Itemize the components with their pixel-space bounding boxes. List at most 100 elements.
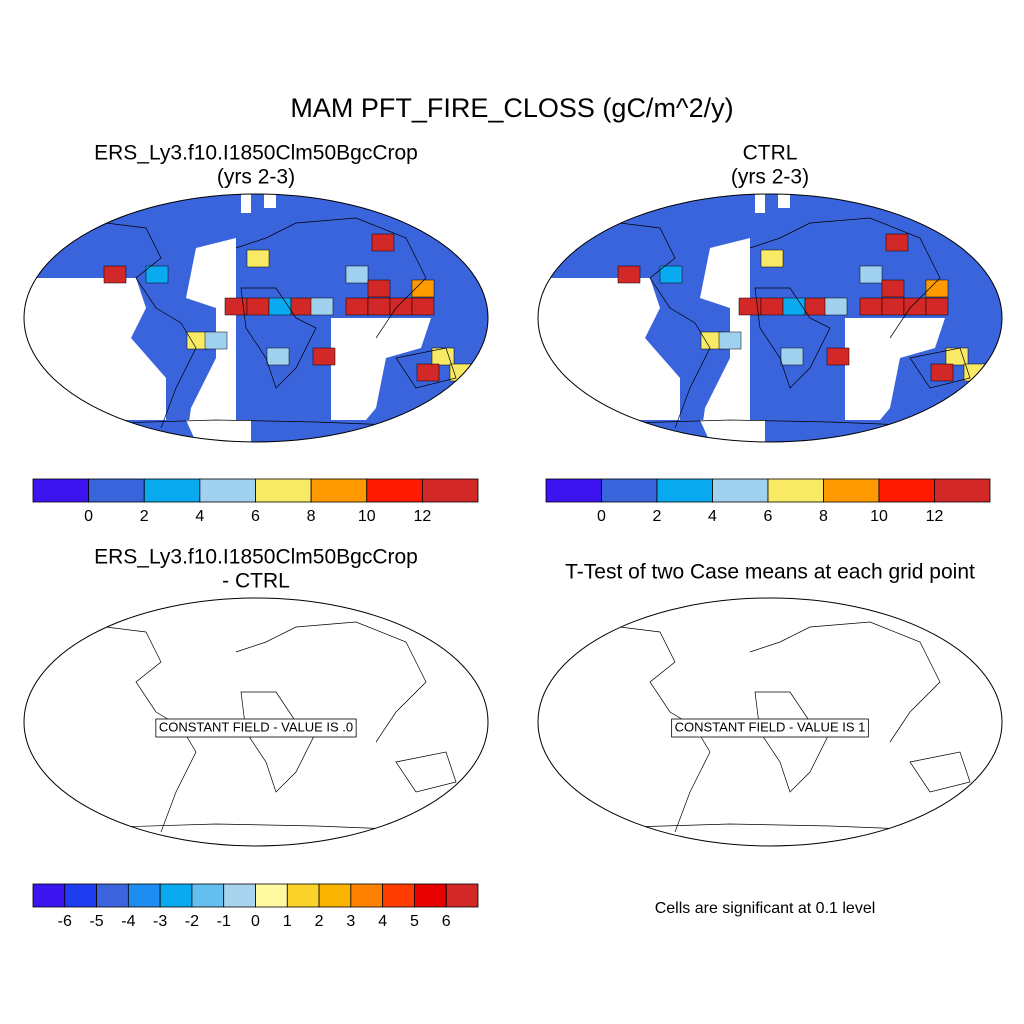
cell bbox=[246, 249, 270, 268]
cell bbox=[268, 297, 292, 316]
cell bbox=[411, 297, 435, 316]
cell bbox=[266, 347, 290, 366]
coastline bbox=[240, 691, 317, 793]
ocean bbox=[241, 194, 251, 213]
cell bbox=[760, 297, 784, 316]
cell bbox=[416, 363, 440, 382]
cell bbox=[925, 279, 949, 298]
colorbar-box bbox=[255, 478, 312, 503]
cell bbox=[312, 347, 336, 366]
cell bbox=[945, 347, 969, 366]
colorbar-box bbox=[191, 883, 225, 908]
colorbar-label: -4 bbox=[121, 913, 135, 930]
coastline bbox=[105, 626, 197, 833]
cell bbox=[431, 347, 455, 366]
colorbar-label: 12 bbox=[926, 508, 944, 525]
panel-title: ERS_Ly3.f10.I1850Clm50BgcCrop bbox=[94, 142, 418, 165]
ocean bbox=[845, 318, 945, 420]
cell bbox=[859, 265, 883, 284]
colorbar-box bbox=[32, 478, 90, 503]
coastline bbox=[629, 823, 931, 831]
cell bbox=[290, 297, 314, 316]
panel-title: (yrs 2-3) bbox=[217, 166, 295, 189]
colorbar-label: 4 bbox=[378, 913, 387, 930]
colorbar-label: 2 bbox=[653, 508, 662, 525]
colorbar-box bbox=[159, 883, 193, 908]
cell bbox=[145, 265, 169, 284]
map-outline bbox=[23, 597, 489, 847]
cell bbox=[826, 347, 850, 366]
coastline bbox=[115, 823, 417, 831]
note-box bbox=[155, 718, 357, 738]
cell bbox=[538, 381, 557, 400]
cell bbox=[885, 233, 909, 252]
coastline bbox=[619, 222, 711, 429]
coastline bbox=[235, 621, 427, 743]
colorbar-label: 5 bbox=[410, 913, 419, 930]
cell bbox=[371, 233, 395, 252]
colorbar-box bbox=[421, 478, 479, 503]
ocean bbox=[778, 194, 790, 208]
map-outline bbox=[537, 193, 1003, 443]
colorbar-label: -2 bbox=[185, 913, 199, 930]
colorbar-box bbox=[414, 883, 447, 908]
colorbar-label: 4 bbox=[195, 508, 204, 525]
colorbar-box bbox=[286, 883, 320, 908]
colorbar-box bbox=[143, 478, 201, 503]
map bbox=[619, 621, 971, 833]
colorbar-label: 6 bbox=[251, 508, 260, 525]
colorbar-box bbox=[32, 883, 66, 908]
cell bbox=[367, 279, 391, 298]
colorbar-box bbox=[88, 478, 145, 503]
coastline bbox=[749, 217, 941, 339]
colorbar-box bbox=[382, 883, 415, 908]
colorbar-box bbox=[934, 478, 991, 503]
cell bbox=[930, 363, 954, 382]
colorbar-box bbox=[545, 478, 602, 503]
coastline bbox=[909, 751, 971, 793]
cell bbox=[983, 381, 1002, 400]
colorbar-label: -5 bbox=[89, 913, 103, 930]
colorbar-label: 10 bbox=[870, 508, 888, 525]
colorbar-label: 3 bbox=[346, 913, 355, 930]
coastline bbox=[629, 419, 931, 427]
ocean bbox=[264, 194, 276, 208]
cell bbox=[24, 381, 43, 400]
ocean bbox=[755, 194, 765, 213]
constant-field-note: CONSTANT FIELD - VALUE IS 1 bbox=[675, 719, 866, 734]
panel-title: (yrs 2-3) bbox=[731, 166, 809, 189]
panel-title: ERS_Ly3.f10.I1850Clm50BgcCrop bbox=[94, 546, 418, 569]
colorbar-box bbox=[767, 478, 824, 503]
ocean bbox=[186, 238, 236, 442]
cell bbox=[617, 265, 641, 284]
cell bbox=[738, 297, 762, 316]
panel-title: - CTRL bbox=[222, 570, 290, 593]
colorbar-label: 1 bbox=[283, 913, 292, 930]
coastline bbox=[749, 621, 941, 743]
colorbar-label: 2 bbox=[140, 508, 149, 525]
colorbar-label: -3 bbox=[153, 913, 167, 930]
colorbar-box bbox=[255, 883, 288, 908]
coastline bbox=[105, 222, 197, 429]
map-outline bbox=[23, 193, 489, 443]
cell bbox=[367, 297, 391, 316]
colorbar-box bbox=[318, 883, 352, 908]
cell bbox=[310, 297, 334, 316]
cell bbox=[859, 297, 883, 316]
cell bbox=[881, 279, 905, 298]
cell bbox=[469, 381, 488, 400]
colorbar-box bbox=[712, 478, 769, 503]
cell bbox=[804, 297, 828, 316]
cell bbox=[246, 297, 270, 316]
colorbar-box bbox=[199, 478, 256, 503]
colorbar-label: 6 bbox=[764, 508, 773, 525]
colorbar-label: -6 bbox=[58, 913, 72, 930]
colorbar-box bbox=[366, 478, 423, 503]
constant-field-note: CONSTANT FIELD - VALUE IS .0 bbox=[159, 719, 353, 734]
coastline bbox=[235, 217, 427, 339]
colorbar-box bbox=[601, 478, 658, 503]
coastline bbox=[395, 347, 457, 389]
coastline bbox=[619, 626, 711, 833]
colorbar-label: 8 bbox=[307, 508, 316, 525]
